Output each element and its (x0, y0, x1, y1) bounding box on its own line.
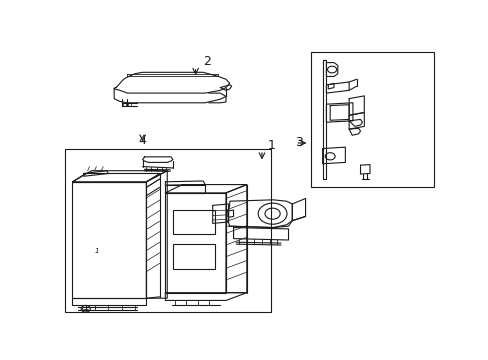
Bar (165, 193, 225, 293)
Text: 4: 4 (139, 134, 146, 147)
Text: 1: 1 (95, 248, 99, 254)
Bar (72, 182, 146, 298)
Text: 3: 3 (295, 136, 303, 149)
Bar (311, 51, 433, 187)
Bar (173, 210, 214, 234)
Text: 1: 1 (267, 139, 275, 152)
Bar (65, 149, 271, 312)
Bar (173, 244, 214, 269)
Text: 2: 2 (203, 55, 210, 68)
